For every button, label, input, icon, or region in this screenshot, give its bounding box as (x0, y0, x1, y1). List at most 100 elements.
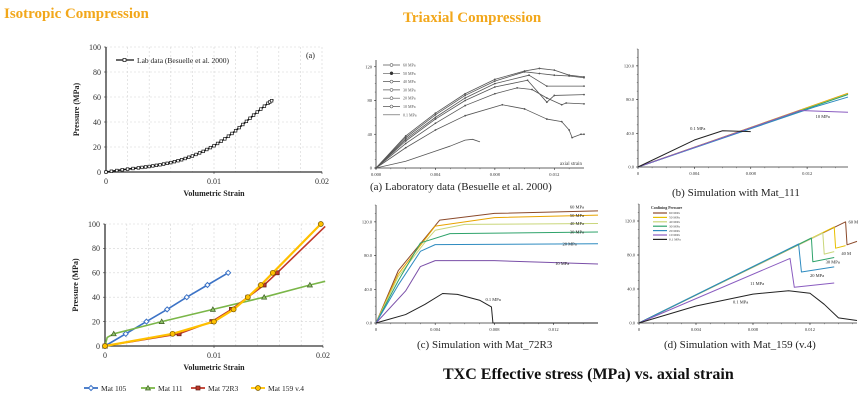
series-line (375, 243, 599, 324)
data-point (404, 136, 407, 139)
y-tick-label: 0 (370, 166, 373, 171)
series-60-mpa (375, 67, 585, 169)
data-point (230, 131, 234, 136)
series-50-mpa: 50 MPa (375, 213, 599, 324)
series-label: 50 MPa (570, 213, 584, 218)
data-point (464, 94, 467, 97)
data-point (131, 166, 135, 171)
data-point (215, 141, 220, 146)
series-line (375, 223, 599, 324)
data-point (545, 118, 548, 120)
series-line (637, 110, 849, 168)
data-point (464, 104, 467, 107)
data-point (179, 158, 184, 162)
legend-label: 0.1 MPa (669, 238, 681, 242)
series-line (375, 74, 584, 169)
data-point (183, 293, 190, 301)
x-tick-label: 0.008 (490, 172, 501, 177)
series-20-mpa (375, 86, 585, 169)
legend-marker (389, 104, 394, 109)
data-point (553, 69, 556, 72)
data-point (464, 92, 467, 95)
legend-label: 20 MPa (403, 96, 416, 101)
data-point (230, 306, 237, 313)
data-point (109, 169, 114, 173)
data-point (404, 138, 407, 141)
series-40-mpa: 40 MPa (375, 221, 599, 324)
series-0-1-mpa: 0.1 MPa (638, 290, 858, 324)
series-label: 10 MPa (555, 261, 569, 266)
legend-item: 20 MPa (653, 229, 680, 233)
series-line (375, 214, 599, 324)
legend-item: 30 MPa (653, 224, 680, 228)
legend-label: 30 MPa (403, 87, 416, 92)
data-point (176, 159, 180, 163)
legend-item: 20 MPa (383, 96, 416, 101)
series-label: 60 MPa (570, 204, 584, 209)
data-point (224, 269, 232, 277)
data-point (501, 103, 504, 106)
x-tick-label: 0.02 (315, 177, 329, 186)
series-line (104, 280, 326, 347)
data-point (125, 167, 130, 171)
legend-item: 50 MPa (653, 216, 680, 220)
data-point (583, 85, 585, 88)
y-tick-label: 20 (93, 143, 101, 152)
data-point (404, 140, 407, 142)
data-point (545, 97, 548, 99)
data-point (269, 99, 274, 103)
legend-label: 60 MPa (669, 211, 680, 215)
data-point (136, 166, 141, 170)
series-line (638, 232, 835, 324)
data-point (255, 110, 259, 114)
y-tick-label: 120.0 (625, 219, 636, 224)
legend-item: 30 MPa (383, 87, 416, 92)
y-tick-label: 0.0 (366, 321, 372, 326)
data-point (434, 116, 437, 119)
data-point (404, 135, 407, 137)
x-tick-label: 0.004 (689, 171, 700, 176)
x-tick-label: 0.02 (316, 351, 330, 360)
data-point (251, 113, 256, 117)
data-point (190, 154, 195, 158)
data-point (241, 122, 245, 127)
y-tick-label: 40 (368, 132, 373, 137)
data-point (493, 92, 496, 95)
data-point (583, 76, 585, 79)
x-tick-label: 0 (104, 177, 108, 186)
legend-marker (122, 58, 127, 62)
legend-item: Mat 111 (141, 384, 183, 393)
series-label: 40 M (841, 251, 851, 256)
x-tick-label: 0.008 (489, 327, 500, 332)
data-point (165, 161, 169, 165)
y-tick-label: 0.0 (628, 165, 634, 170)
data-point (523, 70, 526, 73)
legend-marker (389, 96, 394, 100)
data-point (553, 94, 556, 97)
legend-label: 40 MPa (669, 220, 680, 224)
x-tick-label: 0.004 (691, 327, 702, 332)
y-tick-label: 0 (97, 168, 101, 177)
data-point (161, 162, 166, 166)
series-line (638, 290, 858, 324)
data-point (538, 67, 541, 70)
series-30-mpa: 30 MPa (375, 230, 599, 324)
data-point (545, 101, 548, 104)
series-10-mpa (375, 103, 585, 169)
series-line (375, 138, 481, 169)
y-tick-label: 60 (92, 269, 100, 278)
legend-item: 10 MPa (653, 233, 680, 237)
legend-item: Mat 72R3 (191, 384, 238, 393)
series-line (104, 223, 322, 348)
data-point (274, 270, 280, 276)
chart-iso-sim: 0 0.01 0.02 0 20 40 60 80 100 Volumetric Strain Pr… (71, 220, 330, 393)
series-30-mpa (375, 79, 585, 169)
y-axis-label: Pressure (MPa) (72, 83, 81, 137)
series-line (375, 231, 599, 324)
series-line (375, 260, 599, 324)
y-tick-label: 80 (92, 244, 100, 253)
data-point (244, 119, 249, 124)
series-line (375, 71, 585, 169)
series-line (105, 98, 274, 173)
data-point (158, 163, 162, 167)
